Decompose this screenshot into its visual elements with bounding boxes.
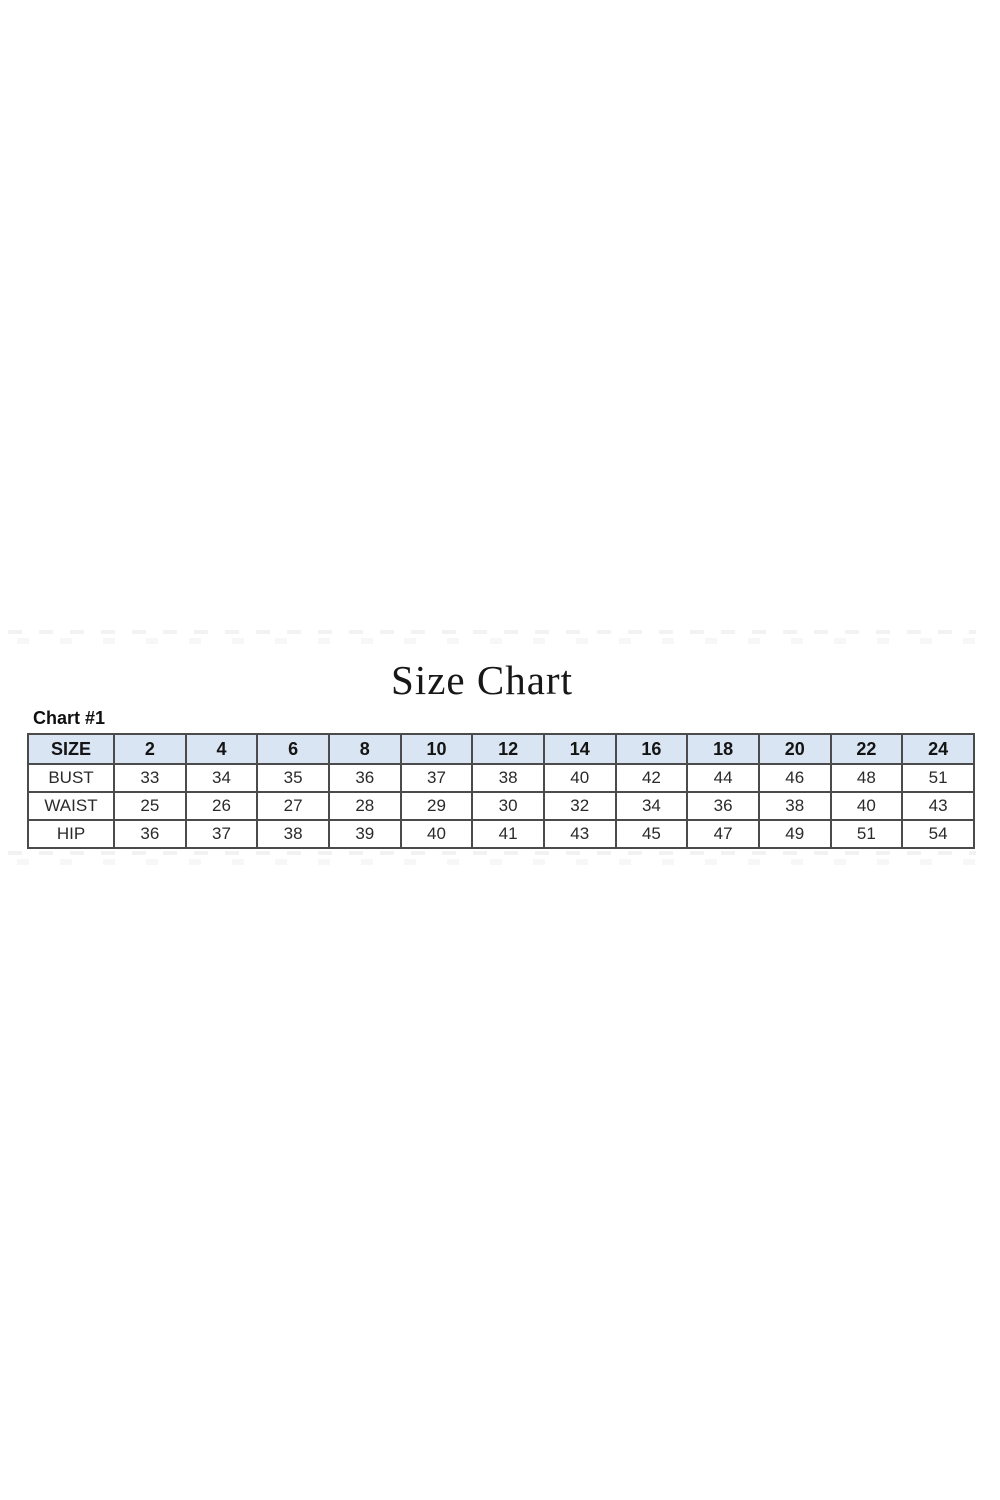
page-title: Size Chart (391, 657, 573, 703)
artifact-line (8, 859, 976, 865)
header-cell: 18 (686, 733, 760, 765)
size-chart-table: SIZE 2 4 6 8 10 12 14 16 18 20 22 24 BUS… (27, 733, 975, 849)
value-cell: 48 (829, 763, 904, 793)
row-label-cell: WAIST (27, 791, 115, 821)
value-cell: 45 (614, 819, 689, 849)
value-cell: 36 (113, 819, 187, 849)
value-cell: 47 (686, 819, 760, 849)
row-label-cell: HIP (27, 819, 115, 849)
table-row-bust: BUST 33 34 35 36 37 38 40 42 44 46 48 51 (27, 763, 975, 793)
value-cell: 43 (901, 791, 975, 821)
value-cell: 44 (686, 763, 760, 793)
header-cell: 8 (327, 733, 402, 765)
header-cell: 24 (901, 733, 975, 765)
value-cell: 37 (399, 763, 474, 793)
header-cell: 16 (614, 733, 689, 765)
cropped-text-artifact-bottom (8, 851, 976, 865)
row-label-cell: BUST (27, 763, 115, 793)
value-cell: 51 (829, 819, 904, 849)
value-cell: 43 (542, 819, 617, 849)
artifact-line (8, 638, 976, 644)
chart-number-label: Chart #1 (33, 708, 106, 728)
header-cell: 20 (757, 733, 832, 765)
value-cell: 25 (113, 791, 187, 821)
header-cell: 2 (113, 733, 187, 765)
value-cell: 29 (399, 791, 474, 821)
value-cell: 28 (327, 791, 402, 821)
value-cell: 42 (614, 763, 689, 793)
header-cell: 12 (471, 733, 545, 765)
header-cell: 22 (829, 733, 904, 765)
header-cell: 10 (399, 733, 474, 765)
value-cell: 27 (256, 791, 330, 821)
header-cell: 4 (184, 733, 259, 765)
value-cell: 36 (327, 763, 402, 793)
value-cell: 41 (471, 819, 545, 849)
header-cell-size: SIZE (27, 733, 115, 765)
value-cell: 40 (399, 819, 474, 849)
value-cell: 51 (901, 763, 975, 793)
value-cell: 39 (327, 819, 402, 849)
value-cell: 34 (184, 763, 259, 793)
value-cell: 54 (901, 819, 975, 849)
value-cell: 33 (113, 763, 187, 793)
value-cell: 46 (757, 763, 832, 793)
value-cell: 35 (256, 763, 330, 793)
value-cell: 38 (757, 791, 832, 821)
header-cell: 14 (542, 733, 617, 765)
table-row-hip: HIP 36 37 38 39 40 41 43 45 47 49 51 54 (27, 819, 975, 849)
artifact-line (8, 851, 976, 855)
value-cell: 38 (256, 819, 330, 849)
value-cell: 30 (471, 791, 545, 821)
value-cell: 38 (471, 763, 545, 793)
value-cell: 32 (542, 791, 617, 821)
value-cell: 40 (829, 791, 904, 821)
value-cell: 34 (614, 791, 689, 821)
value-cell: 40 (542, 763, 617, 793)
header-cell: 6 (256, 733, 330, 765)
value-cell: 26 (184, 791, 259, 821)
cropped-text-artifact-top (8, 630, 976, 644)
value-cell: 36 (686, 791, 760, 821)
artifact-line (8, 630, 976, 634)
value-cell: 49 (757, 819, 832, 849)
value-cell: 37 (184, 819, 259, 849)
table-header-row: SIZE 2 4 6 8 10 12 14 16 18 20 22 24 (27, 733, 975, 765)
table-row-waist: WAIST 25 26 27 28 29 30 32 34 36 38 40 4… (27, 791, 975, 821)
